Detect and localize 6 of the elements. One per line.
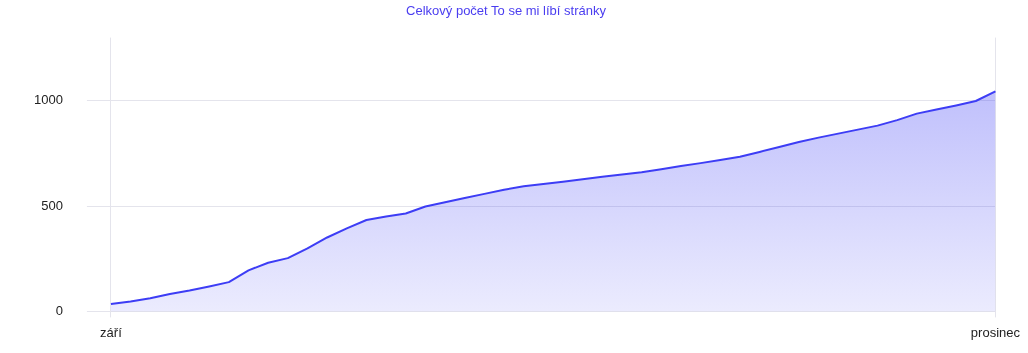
- y-tick-label: 0: [55, 302, 63, 318]
- y-tick-label: 500: [41, 197, 63, 213]
- y-tick-label: 1000: [34, 92, 63, 108]
- x-tick-label: září: [100, 324, 123, 340]
- chart-title: Celkový počet To se mi líbí stránky: [406, 3, 607, 19]
- x-tick-label: prosinec: [970, 324, 1021, 340]
